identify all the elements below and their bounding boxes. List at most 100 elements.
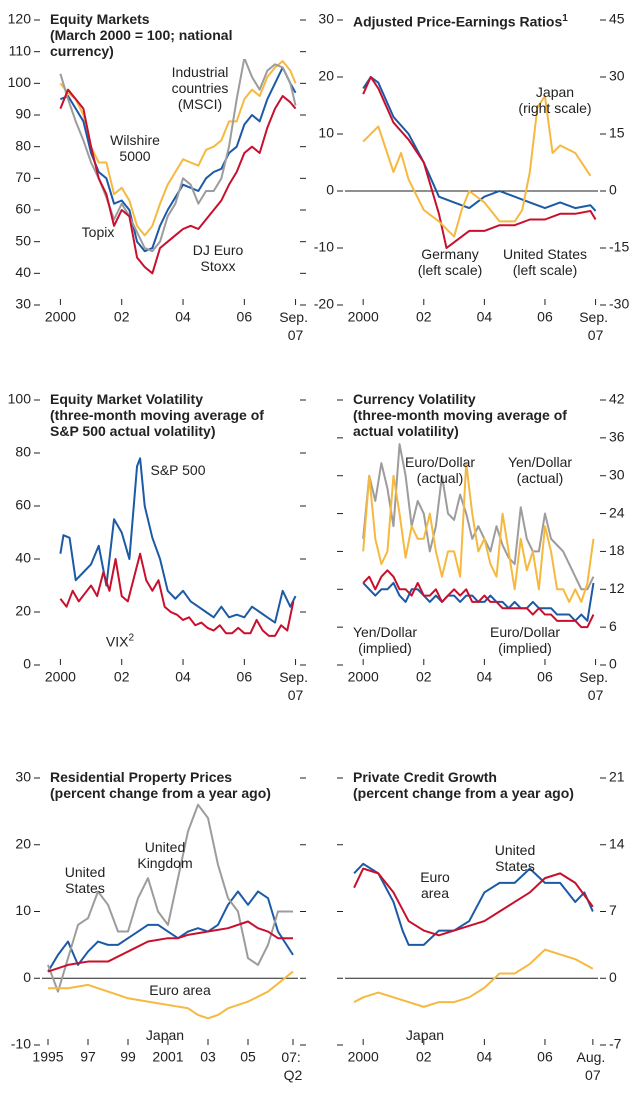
subtitle: (percent change from a year ago) bbox=[50, 785, 271, 801]
series-name: Yen/Dollar (implied) bbox=[352, 624, 418, 656]
y-tick-label: 80 bbox=[15, 444, 31, 460]
x-tick-label: Sep. 07 bbox=[279, 309, 312, 343]
series-line bbox=[47, 890, 294, 973]
x-tick-label: 2000 bbox=[45, 669, 76, 685]
series-label: Euro/Dollar (implied) bbox=[470, 624, 580, 656]
series-line bbox=[59, 457, 297, 624]
y-tick-label: 12 bbox=[609, 580, 625, 596]
series-label: United States bbox=[55, 864, 115, 896]
y-tick-label: -20 bbox=[314, 296, 334, 312]
series-name: DJ Euro Stoxx bbox=[192, 242, 244, 274]
panel: 0 20 40 60 80 100 2000 02 04 06 Sep. 07 bbox=[8, 391, 312, 703]
series-label: Germany (left scale) bbox=[400, 246, 500, 278]
panel-title: Private Credit Growth (percent change fro… bbox=[353, 769, 592, 801]
y-tick-label: 100 bbox=[8, 74, 32, 90]
series-line bbox=[59, 60, 297, 237]
series-line bbox=[47, 803, 293, 993]
y-tick-label: 0 bbox=[326, 182, 334, 198]
y-tick-label: 30 bbox=[15, 296, 31, 312]
series-label: S&P 500 bbox=[138, 462, 218, 478]
x-tick-label: 97 bbox=[80, 1049, 96, 1065]
series-label: VIX2 bbox=[95, 631, 145, 650]
x-tick-label: Aug. 07 bbox=[576, 1049, 609, 1083]
series-name: Japan (right scale) bbox=[518, 84, 592, 116]
series-line bbox=[362, 443, 595, 591]
series-name: S&P 500 bbox=[150, 462, 206, 478]
series-name: VIX bbox=[105, 633, 129, 650]
x-tick-label: 06 bbox=[537, 1049, 553, 1065]
series-label: Japan (right scale) bbox=[500, 84, 610, 116]
x-tick-label: 2001 bbox=[152, 1049, 183, 1065]
x-tick-label: Sep. 07 bbox=[279, 669, 312, 703]
series-label: United Kingdom bbox=[128, 839, 203, 871]
x-tick-label: 2000 bbox=[45, 309, 76, 325]
series-line bbox=[362, 76, 597, 249]
y-tick-label: 0 bbox=[23, 969, 31, 985]
x-tick-label: 04 bbox=[477, 1049, 493, 1065]
series-label: DJ Euro Stoxx bbox=[183, 242, 253, 274]
y-tick-label: 10 bbox=[318, 125, 334, 141]
y-tick-label: 6 bbox=[609, 618, 617, 634]
subtitle: (percent change from a year ago) bbox=[353, 785, 574, 801]
y-tick-label: 21 bbox=[609, 769, 625, 785]
y-tick-label: 60 bbox=[15, 201, 31, 217]
series-name: Euro/Dollar (actual) bbox=[404, 454, 476, 486]
series-label: Euro area bbox=[413, 869, 458, 901]
y-tick-label: 20 bbox=[318, 68, 334, 84]
y-tick-label: 40 bbox=[15, 550, 31, 566]
x-tick-label: 07: Q2 bbox=[281, 1049, 304, 1083]
series-line bbox=[48, 970, 294, 1020]
series-name: United States bbox=[494, 842, 536, 874]
series-name: Euro/Dollar (implied) bbox=[489, 624, 561, 656]
series-label: Yen/Dollar (actual) bbox=[490, 454, 590, 486]
panel: 30 40 50 60 70 80 90 100 110 120 2000 02 04 06 Sep. 07 bbox=[8, 11, 312, 343]
series-name: Euro area bbox=[149, 982, 211, 998]
y-tick-label: -7 bbox=[609, 1036, 622, 1052]
y-tick-label: 36 bbox=[609, 429, 625, 445]
series-name: United Kingdom bbox=[137, 839, 193, 871]
x-tick-label: 04 bbox=[477, 669, 493, 685]
series-label: Topix bbox=[73, 224, 123, 240]
y-tick-label: 24 bbox=[609, 504, 625, 520]
title: Currency Volatility bbox=[353, 391, 476, 407]
y-tick-label: 100 bbox=[8, 391, 32, 407]
series-line bbox=[47, 920, 293, 973]
series-footnote: 2 bbox=[128, 632, 135, 644]
y-tick-label: 120 bbox=[8, 11, 32, 27]
x-tick-label: 2000 bbox=[348, 309, 379, 325]
series-name: Euro area bbox=[420, 869, 450, 901]
title: Private Credit Growth bbox=[353, 769, 497, 785]
x-tick-label: 02 bbox=[416, 669, 432, 685]
panel-title: Equity Market Volatility (three-month mov… bbox=[50, 391, 292, 439]
series-label: United States (left scale) bbox=[490, 246, 600, 278]
y-tick-label: -15 bbox=[609, 239, 629, 255]
y-tick-label: 110 bbox=[9, 42, 32, 58]
y-tick-label: -10 bbox=[11, 1036, 31, 1052]
y-tick-label: 30 bbox=[15, 769, 31, 785]
series-name: Germany (left scale) bbox=[417, 246, 483, 278]
y-tick-label: 50 bbox=[15, 232, 31, 248]
series-line bbox=[353, 867, 594, 937]
y-tick-label: 7 bbox=[609, 902, 617, 918]
y-tick-label: 80 bbox=[15, 137, 31, 153]
series-name: Yen/Dollar (actual) bbox=[507, 454, 573, 486]
panel-title: Residential Property Prices (percent chan… bbox=[50, 769, 292, 801]
series-name: Topix bbox=[81, 224, 115, 240]
y-tick-label: 30 bbox=[609, 466, 625, 482]
y-tick-label: 70 bbox=[15, 169, 31, 185]
panel-title: Currency Volatility (three-month moving a… bbox=[353, 391, 592, 439]
x-tick-label: 02 bbox=[416, 1049, 432, 1065]
subtitle: (three-month moving average of actual vo… bbox=[353, 407, 567, 439]
series-name: Japan bbox=[405, 1027, 445, 1043]
x-tick-label: Sep. 07 bbox=[579, 309, 612, 343]
title: Adjusted Price-Earnings Ratios bbox=[353, 13, 563, 30]
x-tick-label: 06 bbox=[237, 669, 253, 685]
series-label: Japan bbox=[395, 1027, 455, 1043]
y-tick-label: 60 bbox=[15, 497, 31, 513]
series-name: Wilshire 5000 bbox=[110, 132, 160, 164]
subtitle: (March 2000 = 100; national currency) bbox=[50, 27, 233, 59]
x-tick-label: 99 bbox=[120, 1049, 136, 1065]
